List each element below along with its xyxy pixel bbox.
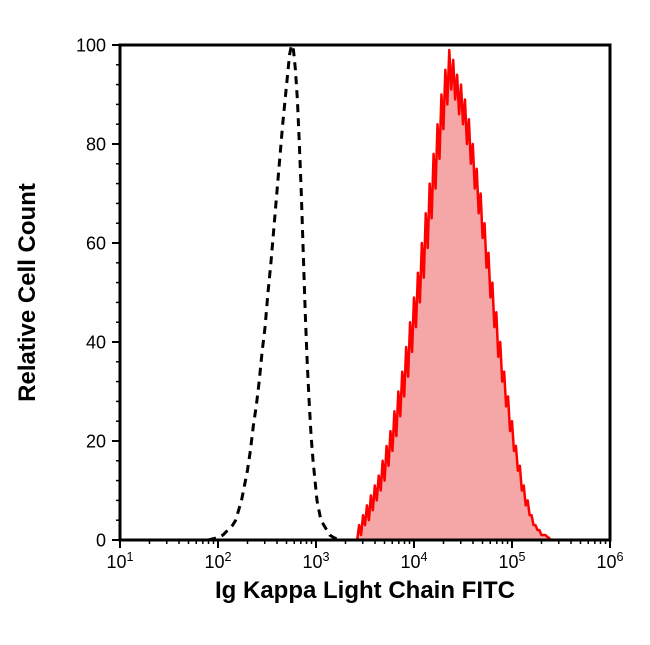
y-tick-label: 100 (76, 35, 106, 55)
chart-svg: 101102103104105106020406080100Ig Kappa L… (0, 0, 650, 645)
y-tick-label: 0 (96, 530, 106, 550)
flow-cytometry-histogram: 101102103104105106020406080100Ig Kappa L… (0, 0, 650, 645)
y-tick-label: 60 (86, 233, 106, 253)
y-tick-label: 40 (86, 332, 106, 352)
y-tick-label: 80 (86, 134, 106, 154)
y-axis-label: Relative Cell Count (14, 183, 41, 402)
x-axis-label: Ig Kappa Light Chain FITC (215, 577, 515, 604)
y-tick-label: 20 (86, 431, 106, 451)
